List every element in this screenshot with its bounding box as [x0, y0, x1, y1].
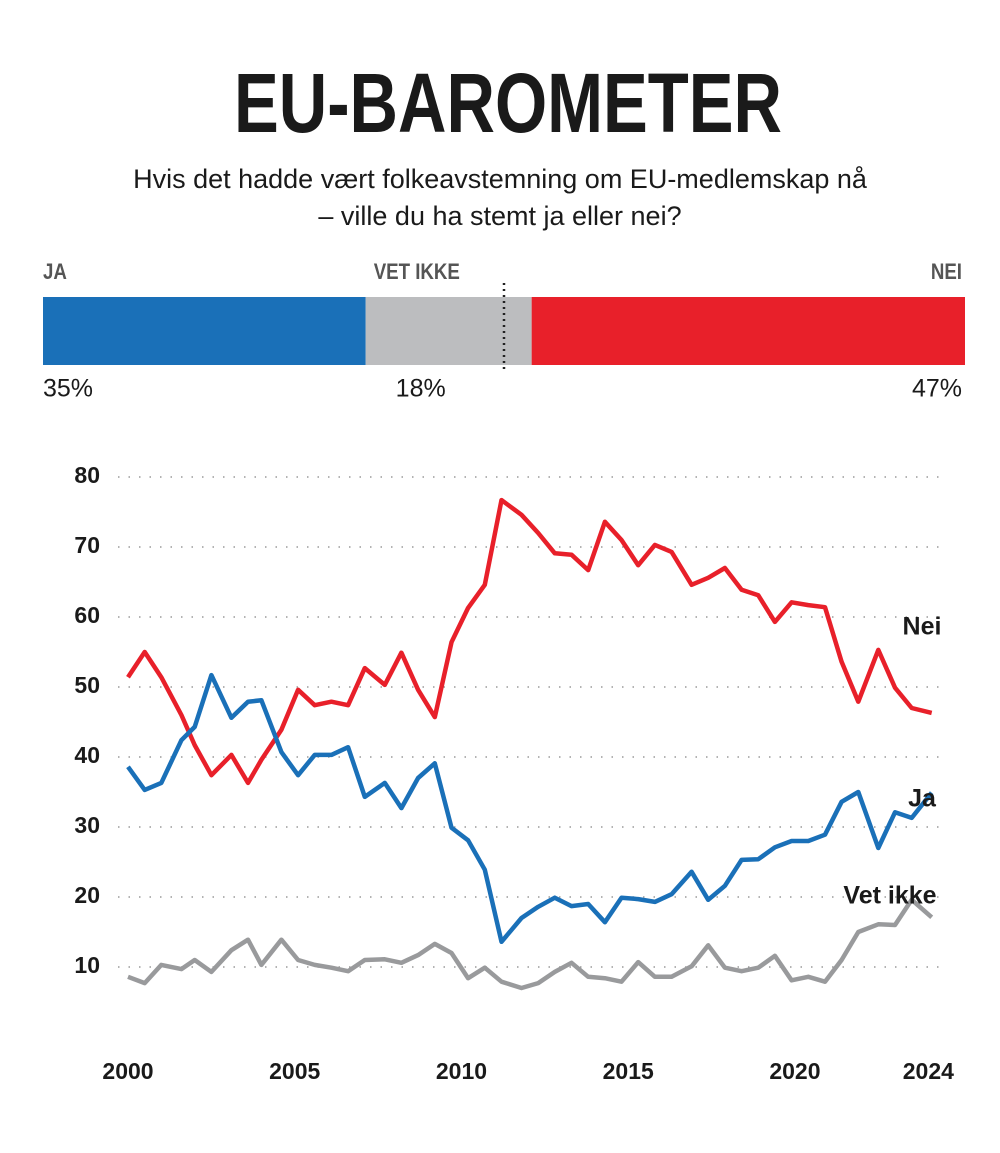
bar-segment — [531, 297, 965, 365]
series-label: Nei — [903, 613, 942, 641]
x-tick-label: 2024 — [903, 1058, 954, 1084]
x-tick-label: 2015 — [603, 1058, 654, 1084]
y-tick-label: 30 — [74, 812, 100, 838]
x-tick-label: 2000 — [102, 1058, 153, 1084]
bar-segment — [43, 297, 366, 365]
series-label: Ja — [908, 785, 937, 813]
y-tick-label: 40 — [74, 742, 100, 768]
y-tick-label: 10 — [74, 952, 100, 978]
y-tick-label: 50 — [74, 672, 100, 698]
x-tick-label: 2010 — [436, 1058, 487, 1084]
subtitle: – ville du ha stemt ja eller nei? — [318, 201, 681, 231]
y-tick-label: 80 — [74, 462, 100, 488]
x-tick-label: 2005 — [269, 1058, 320, 1084]
segment-name: NEI — [931, 260, 962, 284]
series-line — [126, 497, 933, 786]
value-label: 35% — [43, 375, 93, 403]
subtitle: Hvis det hadde vært folkeavstemning om E… — [133, 164, 868, 194]
value-label: 18% — [396, 375, 446, 403]
series-label: Vet ikke — [843, 882, 936, 910]
y-tick-label: 60 — [74, 602, 100, 628]
y-tick-label: 20 — [74, 882, 100, 908]
segment-name: VET IKKE — [374, 260, 460, 284]
series-line — [127, 897, 934, 991]
y-tick-label: 70 — [74, 532, 100, 558]
x-tick-label: 2020 — [769, 1058, 820, 1084]
bar-segment — [365, 297, 532, 365]
chart-title: EU-BAROMETER — [234, 56, 782, 150]
series-line — [126, 672, 934, 945]
value-label: 47% — [912, 375, 962, 403]
segment-name: JA — [43, 260, 67, 284]
